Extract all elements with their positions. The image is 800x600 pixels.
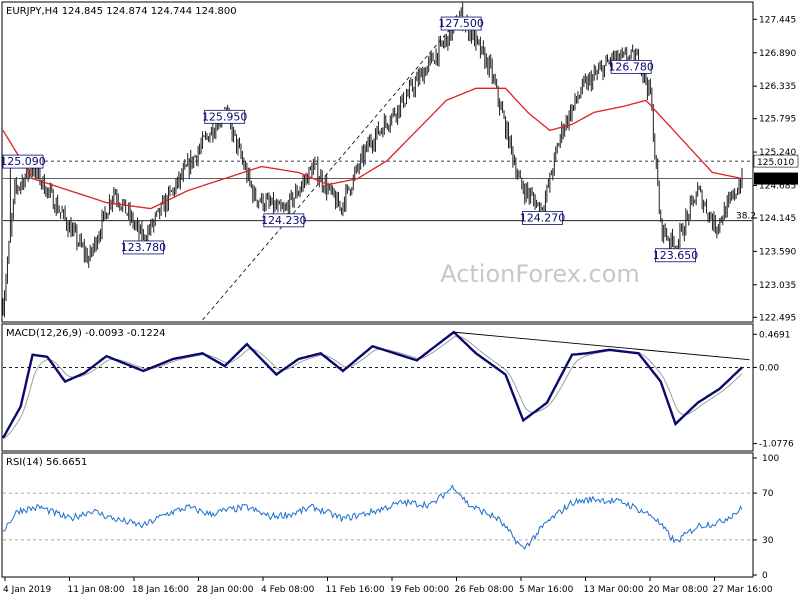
- fib-label: 38.2: [736, 212, 756, 222]
- price-callout-box: [655, 248, 696, 263]
- x-tick-label: 11 Feb 16:00: [326, 585, 385, 595]
- price-callout-box: [610, 59, 652, 74]
- price-y-tick-label: 124.145: [759, 214, 796, 224]
- price-callout-box: [2, 154, 44, 169]
- price-panel-frame: [1, 1, 754, 323]
- price-callout-label: 124.230: [261, 214, 307, 227]
- rsi-line: [2, 484, 743, 551]
- x-tick-label: 11 Jan 08:00: [68, 585, 125, 595]
- trend-line-dashed: [202, 15, 462, 321]
- rsi-layer: [2, 484, 752, 551]
- price-y-tick-label: 125.240: [759, 148, 796, 158]
- x-tick-label: 4 Feb 08:00: [261, 585, 315, 595]
- rsi-title: RSI(14) 56.6651: [6, 457, 87, 468]
- macd-line: [1, 330, 743, 439]
- price-callout-label: 127.500: [438, 17, 484, 30]
- macd-layer: [1, 330, 752, 439]
- x-tick-label: 5 Mar 16:00: [519, 585, 574, 595]
- price-callout-box: [263, 213, 305, 228]
- x-tick-label: 4 Jan 2019: [3, 585, 51, 595]
- price-y-tick-label: 124.685: [759, 181, 796, 191]
- axis-layer: 127.445 126.890 126.335 125.795 125.240 124.6…: [3, 15, 799, 595]
- x-tick-label: 20 Mar 08:00: [648, 585, 708, 595]
- price-title: EURJPY,H4 124.845 124.874 124.744 124.80…: [6, 6, 237, 17]
- price-callout-box: [123, 240, 164, 255]
- macd-panel-frame: [1, 323, 754, 452]
- moving-average-line: [2, 87, 743, 210]
- price-callout-label: 125.090: [0, 155, 46, 168]
- price-y-tick-label: 123.590: [759, 247, 796, 257]
- price-layer: 125.090 123.780 125.950 124.230 127.500 124.2…: [0, 2, 756, 321]
- price-callout-label: 124.270: [520, 211, 566, 224]
- rsi-y-tick-label: 0: [762, 571, 768, 581]
- macd-y-tick-label: 0.00: [759, 363, 779, 373]
- current-price-box: [754, 172, 798, 185]
- x-tick-label: 26 Feb 08:00: [455, 585, 514, 595]
- macd-title: MACD(12,26,9) -0.0093 -0.1224: [6, 328, 166, 339]
- price-callout-label: 123.780: [121, 241, 167, 254]
- macd-y-tick-label: -1.0776: [759, 440, 794, 450]
- rsi-panel-frame: [1, 452, 754, 578]
- x-tick-label: 18 Jan 16:00: [132, 585, 189, 595]
- macd-trend-line: [453, 331, 750, 361]
- price-y-tick-label: 123.035: [759, 281, 796, 291]
- rsi-y-tick-label: 30: [762, 536, 774, 546]
- rsi-y-tick-label: 70: [762, 489, 774, 499]
- resistance-price-label: 125.010: [757, 158, 794, 168]
- macd-y-tick-label: 0.4691: [759, 330, 791, 340]
- price-callout-box: [522, 211, 563, 225]
- price-y-tick-label: 126.335: [759, 82, 796, 92]
- resistance-price-box: [753, 154, 799, 168]
- x-tick-label: 19 Feb 00:00: [390, 585, 449, 595]
- x-tick-label: 27 Mar 16:00: [713, 585, 773, 595]
- price-y-tick-label: 122.495: [759, 313, 796, 323]
- price-callout-box: [204, 109, 246, 124]
- x-tick-label: 28 Jan 00:00: [197, 585, 254, 595]
- price-y-tick-label: 125.795: [759, 115, 796, 125]
- price-y-tick-label: 127.445: [759, 15, 796, 25]
- price-callout-label: 125.950: [202, 110, 248, 123]
- price-y-tick-label: 126.890: [759, 49, 796, 59]
- x-tick-label: 13 Mar 00:00: [584, 585, 644, 595]
- current-price-label: 124.800: [757, 176, 794, 186]
- watermark: ActionForex.com: [440, 260, 640, 288]
- rsi-y-tick-label: 100: [762, 454, 779, 464]
- price-callout-box: [440, 16, 482, 31]
- price-callout-label: 123.650: [653, 249, 699, 262]
- price-callout-label: 126.780: [608, 60, 654, 73]
